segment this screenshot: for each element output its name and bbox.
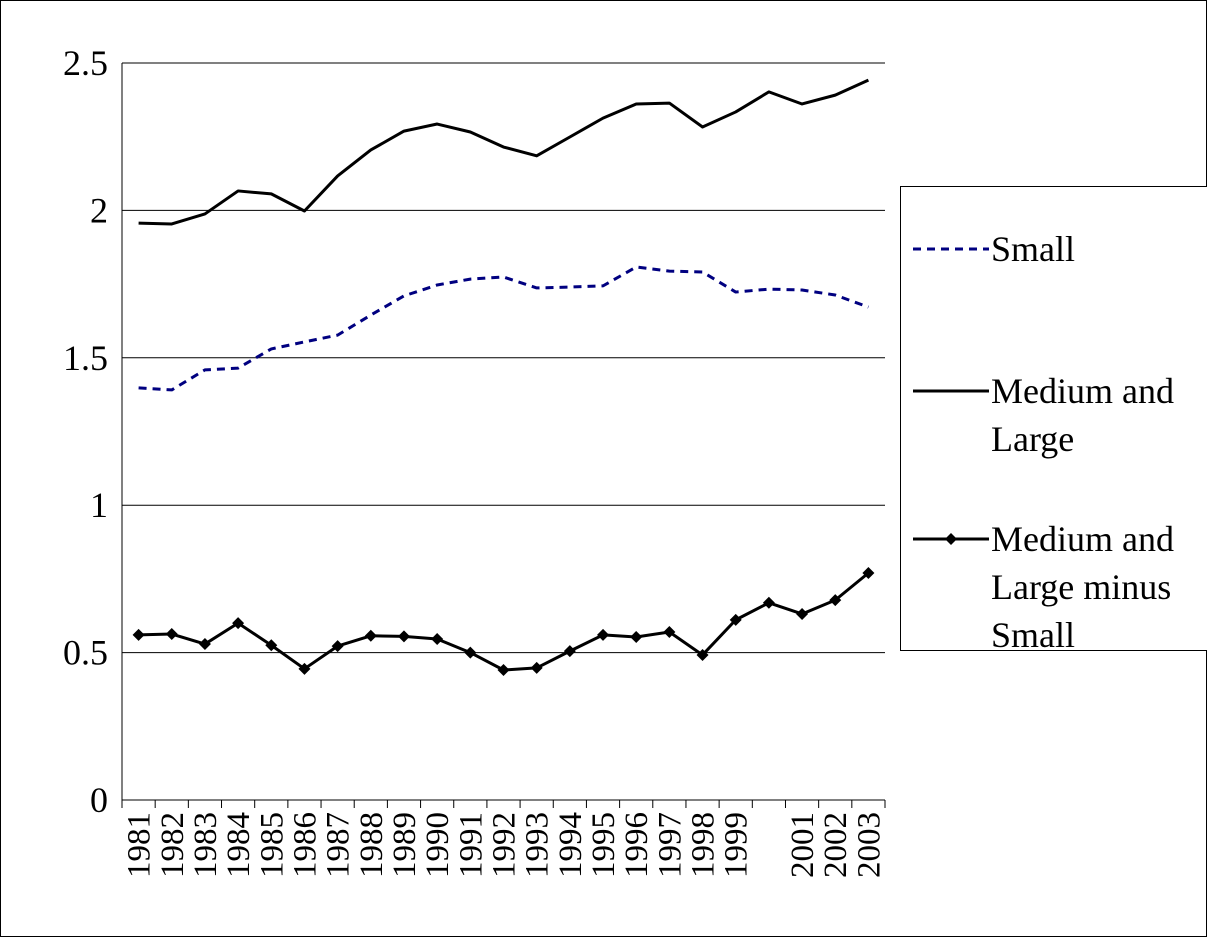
x-tick-label: 1981 — [122, 812, 158, 878]
x-tick-label: 1982 — [155, 812, 191, 878]
x-tick-label: 2002 — [818, 812, 854, 878]
y-tick-label: 1 — [90, 485, 108, 525]
x-tick-label: 1995 — [586, 812, 622, 878]
marker — [198, 638, 211, 651]
legend-entry: Medium and Large minus Small — [911, 515, 1207, 659]
x-tick-label: 1987 — [321, 812, 357, 878]
y-tick-label: 2 — [90, 190, 108, 230]
marker — [431, 633, 444, 646]
marker — [563, 645, 576, 658]
x-tick-label: 1991 — [453, 812, 489, 878]
x-tick-label: 1997 — [652, 812, 688, 878]
marker — [364, 629, 377, 642]
y-tick-label: 1.5 — [63, 338, 108, 378]
x-tick-label: 1994 — [553, 812, 589, 878]
marker — [630, 630, 643, 643]
marker — [265, 639, 278, 652]
marker — [331, 640, 344, 653]
x-tick-label: 2001 — [785, 812, 821, 878]
x-tick-label: 1996 — [619, 812, 655, 878]
legend-label: Medium and Large — [991, 371, 1174, 459]
marker — [464, 646, 477, 659]
y-tick-label: 2.5 — [63, 43, 108, 83]
legend-entry: Medium and Large — [911, 367, 1207, 463]
marker — [729, 613, 742, 626]
marker — [696, 648, 709, 661]
series-line — [138, 265, 869, 392]
marker — [165, 628, 178, 641]
x-tick-label: 2003 — [851, 812, 887, 878]
x-tick-label: 1985 — [254, 812, 290, 878]
marker — [397, 630, 410, 643]
marker — [298, 662, 311, 675]
marker — [796, 607, 809, 620]
x-tick-label: 1989 — [387, 812, 423, 878]
marker — [132, 628, 145, 641]
x-tick-label: 1999 — [719, 812, 755, 878]
legend-swatch — [913, 389, 989, 393]
legend: Small Medium and Large Medium and Large mi… — [900, 186, 1207, 655]
legend-swatch — [913, 247, 989, 251]
x-tick-label: 1983 — [188, 812, 224, 878]
legend-marker — [945, 533, 957, 545]
marker — [829, 594, 842, 607]
marker — [862, 567, 875, 580]
legend-label: Small — [991, 229, 1076, 269]
marker — [530, 661, 543, 674]
y-tick-label: 0 — [90, 780, 108, 820]
x-tick-label: 1993 — [520, 812, 556, 878]
marker — [762, 596, 775, 609]
marker — [597, 628, 610, 641]
x-tick-label: 1998 — [686, 812, 722, 878]
series-line — [138, 78, 870, 226]
x-tick-label: 1988 — [354, 812, 390, 878]
x-tick-label: 1986 — [287, 812, 323, 878]
marker — [232, 617, 245, 630]
legend-label: Medium and Large minus Small — [991, 519, 1174, 655]
x-tick-label: 1984 — [221, 812, 257, 878]
x-tick-label: 1990 — [420, 812, 456, 878]
legend-swatch — [913, 533, 989, 545]
marker — [497, 663, 510, 676]
x-tick-label: 1992 — [487, 812, 523, 878]
y-tick-label: 0.5 — [63, 633, 108, 673]
marker — [663, 625, 676, 638]
legend-entry: Small — [911, 225, 1207, 273]
series-line — [138, 571, 870, 672]
